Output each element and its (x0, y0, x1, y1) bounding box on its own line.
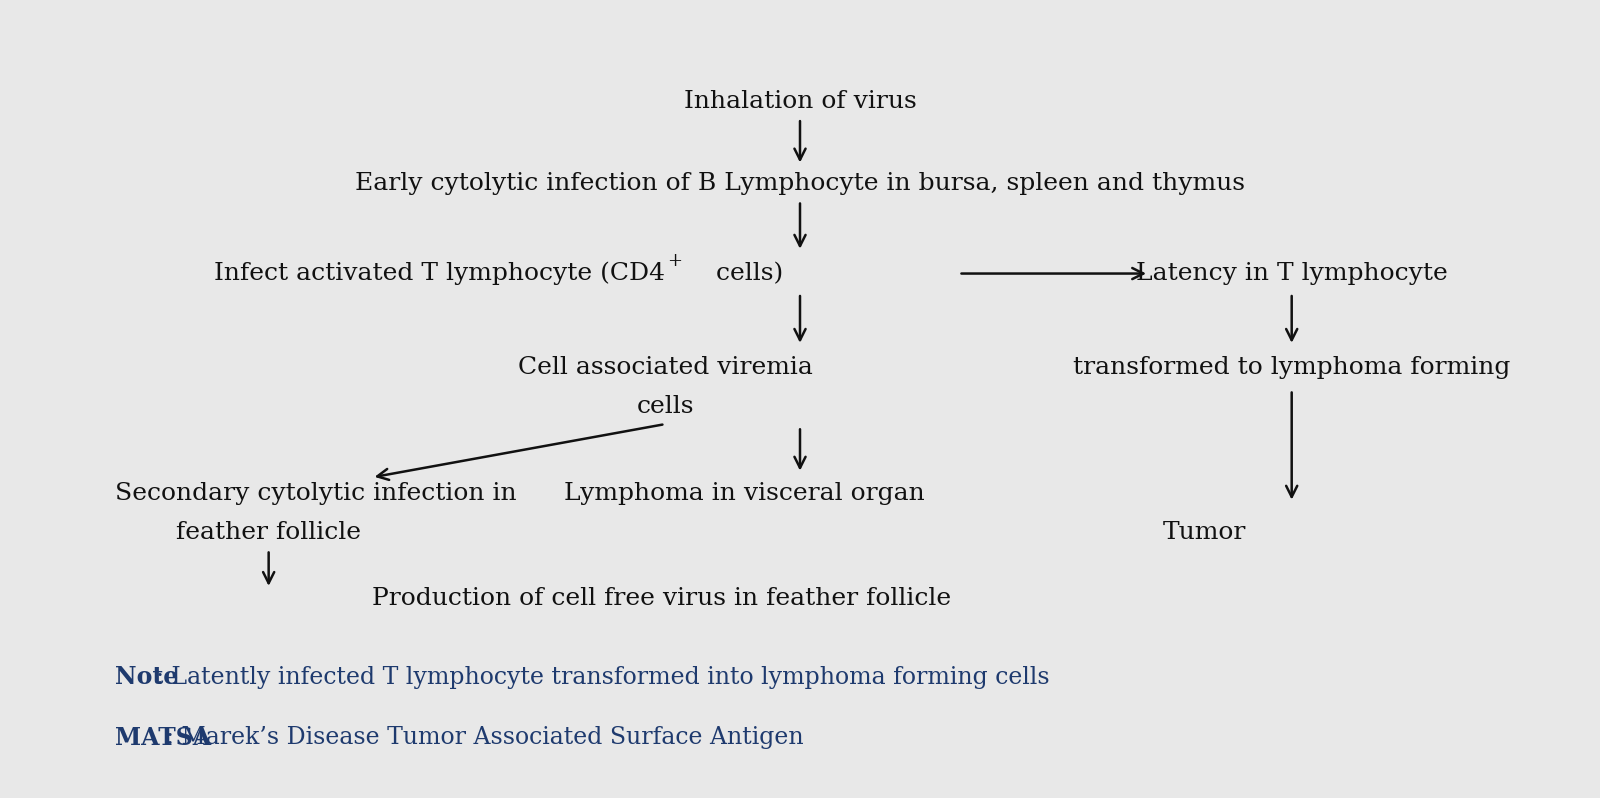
Text: Inhalation of virus: Inhalation of virus (683, 89, 917, 113)
Text: MATSA: MATSA (115, 725, 211, 750)
Text: Lymphoma in visceral organ: Lymphoma in visceral organ (565, 482, 925, 504)
Text: cells: cells (637, 395, 694, 418)
Text: feather follicle: feather follicle (176, 521, 362, 543)
Text: : Latently infected T lymphocyte transformed into lymphoma forming cells: : Latently infected T lymphocyte transfo… (157, 666, 1050, 689)
Text: Early cytolytic infection of B Lymphocyte in bursa, spleen and thymus: Early cytolytic infection of B Lymphocyt… (355, 172, 1245, 195)
Text: Cell associated viremia: Cell associated viremia (518, 356, 813, 379)
Text: Production of cell free virus in feather follicle: Production of cell free virus in feather… (371, 587, 950, 610)
Text: Note: Note (115, 666, 178, 689)
Text: Tumor: Tumor (1163, 521, 1246, 543)
Text: +: + (667, 252, 682, 270)
Text: Secondary cytolytic infection in: Secondary cytolytic infection in (115, 482, 517, 504)
Text: : Marek’s Disease Tumor Associated Surface Antigen: : Marek’s Disease Tumor Associated Surfa… (166, 726, 803, 749)
Text: cells): cells) (709, 262, 784, 285)
Text: Infect activated T lymphocyte (CD4: Infect activated T lymphocyte (CD4 (214, 262, 666, 286)
Text: Latency in T lymphocyte: Latency in T lymphocyte (1136, 262, 1448, 285)
Text: transformed to lymphoma forming: transformed to lymphoma forming (1074, 356, 1510, 379)
